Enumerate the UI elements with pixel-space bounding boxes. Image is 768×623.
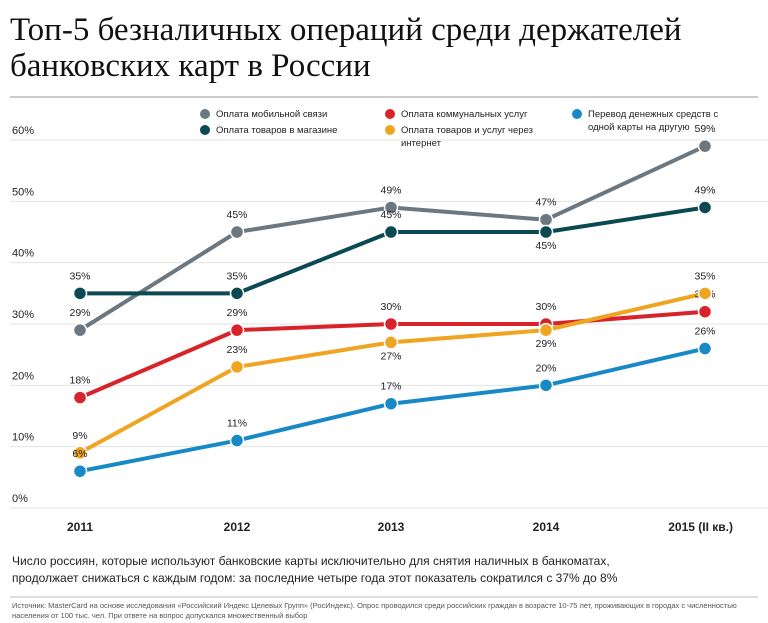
data-label: 49% (380, 184, 401, 196)
legend-item: Перевод денежных средств с одной карты н… (572, 108, 723, 134)
legend-label: Оплата коммунальных услуг (401, 109, 528, 120)
y-tick-label: 60% (12, 125, 34, 137)
data-label: 35% (694, 270, 715, 282)
legend-swatch (572, 109, 582, 119)
legend-label: Оплата мобильной связи (216, 109, 328, 120)
data-label: 17% (380, 381, 401, 393)
data-label: 29% (226, 307, 247, 319)
point (72, 286, 88, 301)
point (72, 390, 88, 405)
point (72, 322, 88, 338)
y-tick-label: 0% (12, 493, 28, 505)
note: Число россиян, которые используют банков… (12, 554, 618, 585)
data-label: 27% (380, 350, 401, 362)
legend-swatch (385, 125, 395, 135)
data-label: 23% (226, 344, 247, 356)
data-label: 45% (535, 240, 556, 252)
point (538, 322, 554, 338)
point (538, 378, 554, 393)
data-label: 35% (69, 270, 90, 282)
point (229, 433, 245, 448)
y-tick-label: 50% (12, 186, 34, 198)
source: Источник: MasterCard на основе исследова… (12, 601, 737, 620)
data-label: 35% (226, 270, 247, 282)
legend-label: Оплата товаров в магазине (216, 125, 338, 136)
point (72, 463, 88, 479)
point (383, 316, 399, 332)
legend-item: Оплата коммунальных услуг (385, 108, 566, 121)
x-tick-label: 2011 (67, 520, 93, 534)
point (538, 224, 554, 240)
point (383, 200, 399, 215)
y-tick-label: 10% (12, 432, 34, 444)
point (229, 359, 245, 375)
legend-item: Оплата товаров в магазине (200, 124, 381, 137)
x-tick-label: 2013 (378, 520, 405, 534)
point (383, 396, 399, 411)
data-label: 47% (535, 197, 556, 209)
data-label: 30% (380, 301, 401, 313)
x-tick-label: 2014 (533, 520, 560, 534)
legend-swatch (385, 109, 395, 119)
legend-swatch (200, 109, 210, 119)
legend-swatch (200, 125, 210, 135)
data-label: 20% (535, 362, 556, 374)
point (383, 224, 399, 240)
y-tick-label: 40% (12, 248, 34, 260)
data-label: 11% (227, 418, 247, 430)
data-label: 6% (72, 448, 87, 460)
point (697, 200, 713, 215)
data-label: 9% (72, 430, 87, 442)
point (229, 224, 245, 240)
x-tick-label: 2012 (224, 520, 251, 534)
point (697, 304, 713, 319)
data-label: 49% (694, 184, 715, 196)
y-tick-label: 30% (12, 309, 34, 321)
data-label: 45% (380, 209, 401, 221)
legend-label: Оплата товаров и услуг через интернет (401, 125, 534, 149)
point (697, 138, 713, 154)
legend-item: Оплата мобильной связи (200, 108, 381, 121)
point (72, 445, 88, 461)
point (697, 286, 713, 301)
x-tick-label: 2015 (II кв.) (668, 520, 733, 534)
point (229, 322, 245, 338)
data-label: 26% (694, 326, 715, 338)
legend-item: Оплата товаров и услуг через интернет (385, 124, 566, 150)
data-label: 18% (69, 375, 90, 387)
point (383, 335, 399, 350)
data-label: 59% (694, 123, 715, 135)
point (697, 341, 713, 356)
point (229, 286, 245, 301)
legend-label: Перевод денежных средств с одной карты н… (588, 109, 719, 133)
point (538, 212, 554, 227)
chart-title: Топ-5 безналичных операций среди держате… (10, 12, 682, 84)
data-label: 45% (226, 209, 247, 221)
data-label: 30% (535, 301, 556, 313)
data-label: 29% (535, 338, 556, 350)
y-tick-label: 20% (12, 370, 34, 382)
data-label: 29% (69, 307, 90, 319)
